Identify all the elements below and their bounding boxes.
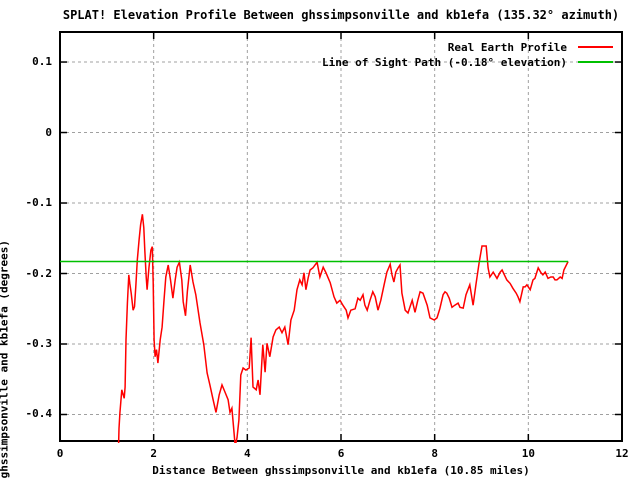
x-tick-label: 12 [615, 447, 629, 460]
y-tick-label: 0 [45, 125, 52, 139]
legend-label-real-earth-profile: Real Earth Profile [447, 40, 567, 54]
x-tick-label: 8 [431, 447, 438, 460]
legend-line-sample-green [578, 61, 613, 63]
legend-entry-real-earth-profile: Real Earth Profile [447, 40, 613, 54]
x-tick-label: 6 [337, 447, 345, 460]
y-tick-label: 0.1 [32, 55, 52, 69]
y-tick-label: -0.4 [25, 407, 53, 421]
y-tick-label: -0.1 [25, 196, 53, 210]
y-tick-label: -0.2 [25, 266, 53, 280]
legend: Real Earth Profile Line of Sight Path (-… [321, 40, 613, 69]
x-tick-label: 10 [521, 447, 535, 460]
legend-label-line-of-sight: Line of Sight Path (-0.18° elevation) [321, 55, 567, 69]
x-tick-label: 4 [244, 447, 251, 460]
legend-entry-line-of-sight: Line of Sight Path (-0.18° elevation) [321, 55, 613, 69]
legend-line-sample-red [578, 46, 613, 48]
chart-title: SPLAT! Elevation Profile Between ghssimp… [62, 8, 620, 22]
x-axis-label: Distance Between ghssimpsonville and kb1… [152, 464, 530, 477]
x-tick-label: 0 [56, 447, 64, 460]
y-tick-label: -0.3 [25, 337, 53, 350]
x-tick-label: 2 [150, 447, 157, 460]
